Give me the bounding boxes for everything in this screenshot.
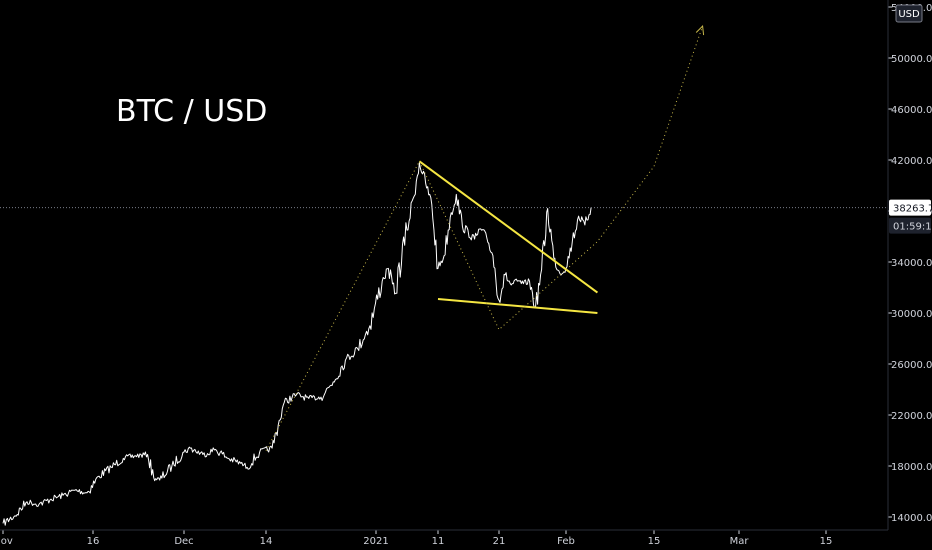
x-tick-label: Mar: [730, 536, 750, 547]
x-tick-label: 11: [432, 536, 445, 547]
currency-badge[interactable]: USD: [895, 4, 923, 23]
x-tick-label: 16: [87, 536, 100, 547]
trendline-1: [437, 297, 598, 314]
price-area: [2, 162, 592, 526]
x-tick-label: 14: [260, 536, 273, 547]
drawing-annotations: [265, 25, 705, 451]
y-tick-label: 18000.00: [891, 462, 932, 473]
bar-countdown: 01:59:18: [889, 217, 932, 234]
x-tick-label: 15: [820, 536, 833, 547]
x-tick-label: 2021: [363, 536, 388, 547]
currency-label: USD: [898, 9, 920, 20]
y-tick-label: 46000.00: [891, 105, 932, 116]
chart-title: BTC / USD: [116, 94, 267, 129]
x-tick-label: 21: [493, 536, 506, 547]
time-axis[interactable]: Nov 16 Dec 14 2021 11 21 Feb 15 Mar 15: [0, 529, 888, 547]
y-tick-label: 22000.00: [891, 411, 932, 422]
projection-arrowhead: [695, 25, 705, 36]
y-tick-label: 34000.00: [891, 258, 932, 269]
projection-path: [265, 25, 704, 451]
x-tick-label: Dec: [174, 536, 193, 547]
y-tick-label: 30000.00: [891, 309, 932, 320]
countdown-label: 01:59:18: [893, 222, 932, 233]
price-series-0: [2, 162, 592, 526]
last-price-label: 38263.78: [893, 204, 932, 215]
x-tick-label: 15: [648, 536, 661, 547]
x-tick-label: Nov: [0, 536, 13, 547]
last-price-badge: 38263.78: [889, 199, 932, 216]
y-tick-label: 26000.00: [891, 360, 932, 371]
x-tick-label: Feb: [557, 536, 575, 547]
y-tick-label: 50000.00: [891, 54, 932, 65]
y-tick-label: 14000.00: [891, 513, 932, 524]
trendline-0: [418, 160, 599, 294]
y-tick-label: 42000.00: [891, 156, 932, 167]
